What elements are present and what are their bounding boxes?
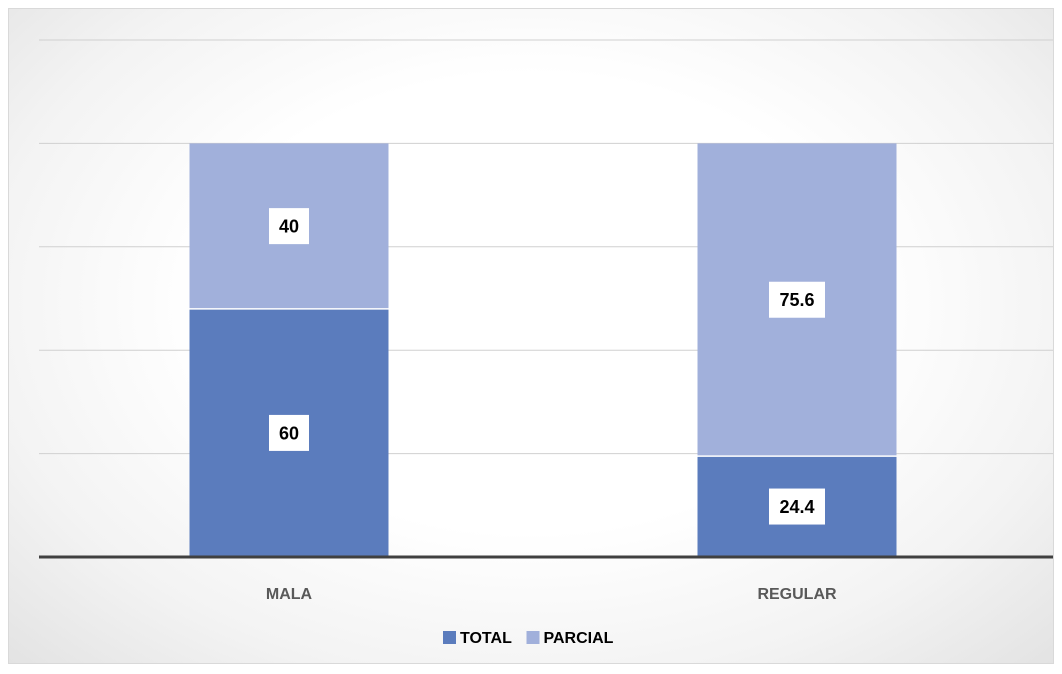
legend-swatch — [526, 631, 540, 644]
x-tick-label: REGULAR — [757, 586, 837, 603]
data-label: 60 — [279, 423, 299, 443]
legend-label: PARCIAL — [544, 630, 614, 647]
data-label: 24.4 — [779, 497, 814, 517]
x-tick-label: MALA — [266, 586, 313, 603]
data-label-box — [269, 414, 309, 451]
data-label-box — [769, 488, 825, 525]
data-label-box — [269, 208, 309, 245]
data-label: 40 — [279, 217, 299, 237]
stacked-bar-chart: 60 40 MALA 24.4 75.6 REGULAR TOTAL PARCIAL — [39, 39, 1053, 647]
legend-swatch — [443, 631, 456, 644]
data-label: 75.6 — [779, 290, 814, 310]
data-label-box — [769, 281, 825, 318]
chart-area: 60 40 MALA 24.4 75.6 REGULAR TOTAL PARCIAL — [8, 8, 1054, 664]
legend-label: TOTAL — [460, 630, 512, 647]
